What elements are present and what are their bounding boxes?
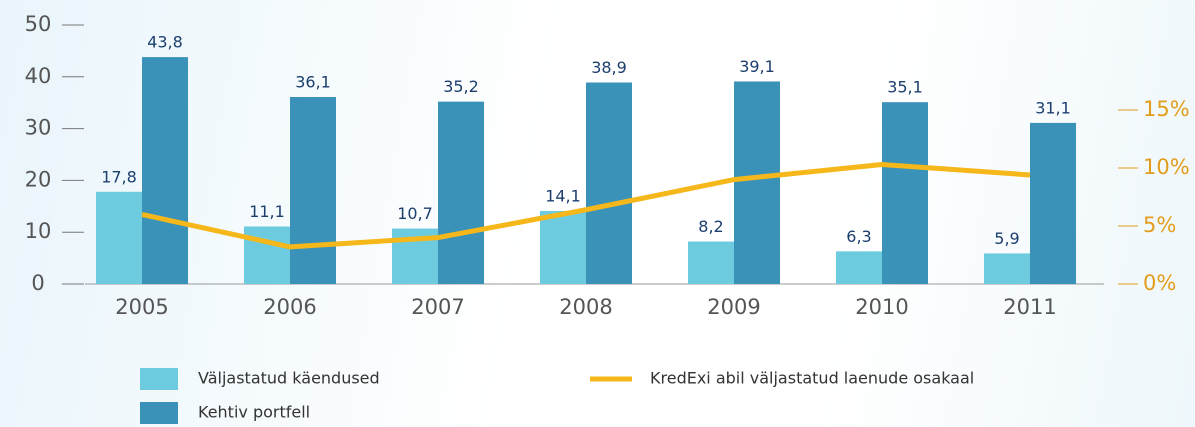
bar xyxy=(688,241,734,284)
y2-tick-label: 0% xyxy=(1143,271,1176,295)
x-tick-label: 2008 xyxy=(559,295,612,319)
bar xyxy=(244,226,290,284)
x-tick-label: 2009 xyxy=(707,295,760,319)
y2-tick-label: 5% xyxy=(1143,213,1176,237)
y-tick-label: 50 xyxy=(25,12,52,36)
x-tick-label: 2005 xyxy=(115,295,168,319)
y-tick-label: 20 xyxy=(25,167,52,191)
y2-tick-label: 15% xyxy=(1143,97,1190,121)
value-label: 17,8 xyxy=(101,167,137,186)
y-tick-label: 40 xyxy=(25,64,52,88)
value-label: 6,3 xyxy=(846,227,871,246)
legend-swatch xyxy=(140,368,178,390)
value-label: 31,1 xyxy=(1035,98,1071,117)
bar xyxy=(96,191,142,284)
value-label: 5,9 xyxy=(994,229,1019,248)
bar xyxy=(142,57,188,285)
line xyxy=(141,162,1031,250)
value-label: 11,1 xyxy=(249,202,285,221)
legend-swatch xyxy=(140,402,178,424)
y-tick-label: 10 xyxy=(25,219,52,243)
bar xyxy=(984,253,1030,284)
value-label: 43,8 xyxy=(147,33,183,52)
value-label: 35,1 xyxy=(887,78,923,97)
y-tick-label: 0 xyxy=(31,271,44,295)
x-tick-label: 2006 xyxy=(263,295,316,319)
x-tick-label: 2007 xyxy=(411,295,464,319)
bar xyxy=(734,81,780,284)
value-label: 14,1 xyxy=(545,186,581,205)
legend-label: Väljastatud käendused xyxy=(198,369,380,388)
value-label: 38,9 xyxy=(591,58,627,77)
bar xyxy=(882,102,928,284)
x-tick-label: 2010 xyxy=(855,295,908,319)
bar xyxy=(540,210,586,284)
legend-label: KredExi abil väljastatud laenude osakaal xyxy=(650,369,974,388)
value-label: 8,2 xyxy=(698,217,723,236)
y-tick-label: 30 xyxy=(25,116,52,140)
value-label: 36,1 xyxy=(295,73,331,92)
bar xyxy=(438,101,484,284)
bar xyxy=(290,97,336,284)
value-label: 10,7 xyxy=(397,204,433,223)
y2-tick-label: 10% xyxy=(1143,155,1190,179)
value-label: 39,1 xyxy=(739,57,775,76)
value-label: 35,2 xyxy=(443,77,479,96)
legend-label: Kehtiv portfell xyxy=(198,403,310,422)
bar xyxy=(836,251,882,284)
bar xyxy=(1030,122,1076,284)
x-tick-label: 2011 xyxy=(1003,295,1056,319)
bar xyxy=(586,82,632,284)
